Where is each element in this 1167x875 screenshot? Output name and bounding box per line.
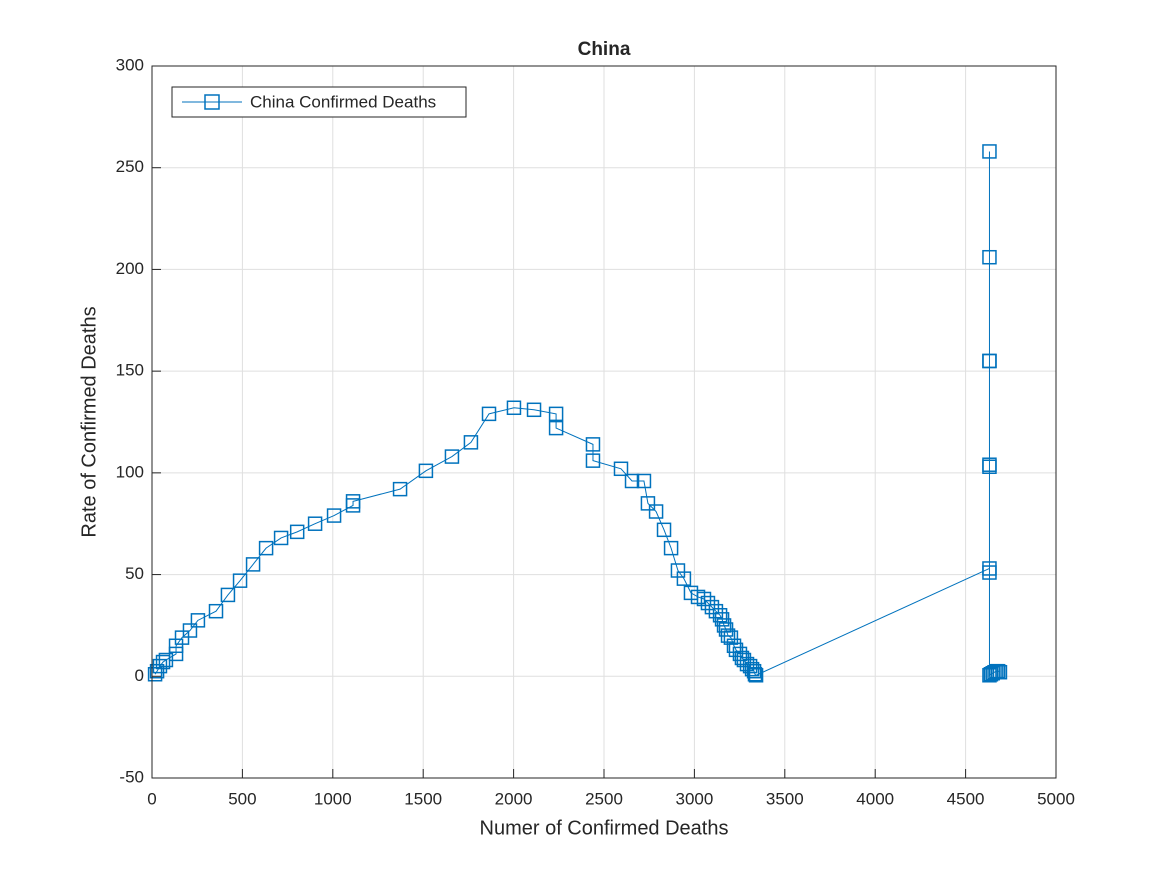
- marker: [155, 654, 171, 670]
- marker: [992, 664, 1008, 680]
- y-tick-label: 300: [116, 55, 144, 74]
- marker: [982, 353, 997, 369]
- marker: [273, 530, 289, 546]
- marker: [723, 630, 739, 645]
- chart-title: China: [578, 39, 631, 60]
- y-tick-label: 150: [116, 361, 144, 380]
- marker: [982, 144, 997, 159]
- x-tick-label: 4000: [856, 789, 894, 808]
- x-tick-label: 2000: [495, 789, 533, 808]
- marker: [747, 667, 763, 682]
- marker: [982, 459, 997, 475]
- marker: [168, 646, 184, 662]
- y-tick-label: 100: [116, 462, 144, 481]
- x-tick-label: 3000: [675, 789, 713, 808]
- marker: [307, 516, 323, 531]
- marker: [585, 453, 601, 468]
- marker: [392, 481, 408, 497]
- marker: [700, 595, 716, 611]
- marker: [444, 449, 460, 464]
- marker: [481, 406, 497, 422]
- marker: [548, 406, 564, 422]
- marker: [990, 663, 1006, 679]
- marker: [418, 463, 434, 479]
- marker: [712, 608, 728, 623]
- y-tick-label: 250: [116, 157, 144, 176]
- x-tick-label: 5000: [1037, 789, 1075, 808]
- y-tick-label: -50: [119, 767, 144, 786]
- marker: [548, 420, 564, 436]
- y-tick-label: 50: [125, 564, 144, 583]
- plot-area: [147, 144, 1008, 683]
- marker: [463, 435, 479, 450]
- marker: [704, 599, 720, 615]
- series-line: [154, 151, 1001, 677]
- marker: [746, 663, 762, 679]
- marker: [663, 540, 679, 556]
- x-tick-label: 4500: [947, 789, 985, 808]
- x-tick-label: 2500: [585, 789, 623, 808]
- marker: [624, 473, 640, 489]
- marker: [585, 437, 601, 452]
- marker: [208, 603, 224, 619]
- x-axis-label: Numer of Confirmed Deaths: [480, 817, 729, 839]
- marker: [326, 508, 342, 523]
- marker: [245, 557, 261, 572]
- marker: [190, 613, 206, 628]
- marker: [506, 400, 522, 416]
- y-tick-label: 0: [135, 666, 144, 685]
- y-tick-label: 200: [116, 259, 144, 278]
- marker: [232, 573, 248, 588]
- marker: [345, 494, 361, 509]
- marker: [636, 473, 652, 489]
- marker: [696, 591, 712, 607]
- marker: [648, 504, 664, 519]
- legend-label: China Confirmed Deaths: [250, 92, 436, 111]
- marker: [613, 461, 629, 477]
- marker: [748, 668, 764, 683]
- marker: [526, 402, 542, 418]
- marker: [640, 496, 656, 511]
- marker: [289, 524, 305, 540]
- x-tick-label: 0: [147, 789, 156, 808]
- marker: [982, 249, 997, 265]
- legend-marker: [204, 94, 220, 110]
- x-tick-label: 500: [228, 789, 256, 808]
- x-tick-label: 3500: [766, 789, 804, 808]
- x-tick-label: 1000: [314, 789, 352, 808]
- marker: [220, 587, 236, 603]
- marker: [182, 623, 198, 638]
- marker: [982, 565, 997, 580]
- x-tick-label: 1500: [404, 789, 442, 808]
- marker: [147, 667, 163, 682]
- marker: [258, 540, 274, 556]
- marker: [676, 571, 692, 586]
- y-axis-label: Rate of Confirmed Deaths: [78, 306, 100, 537]
- legend: China Confirmed Deaths: [171, 86, 467, 118]
- marker: [656, 522, 672, 538]
